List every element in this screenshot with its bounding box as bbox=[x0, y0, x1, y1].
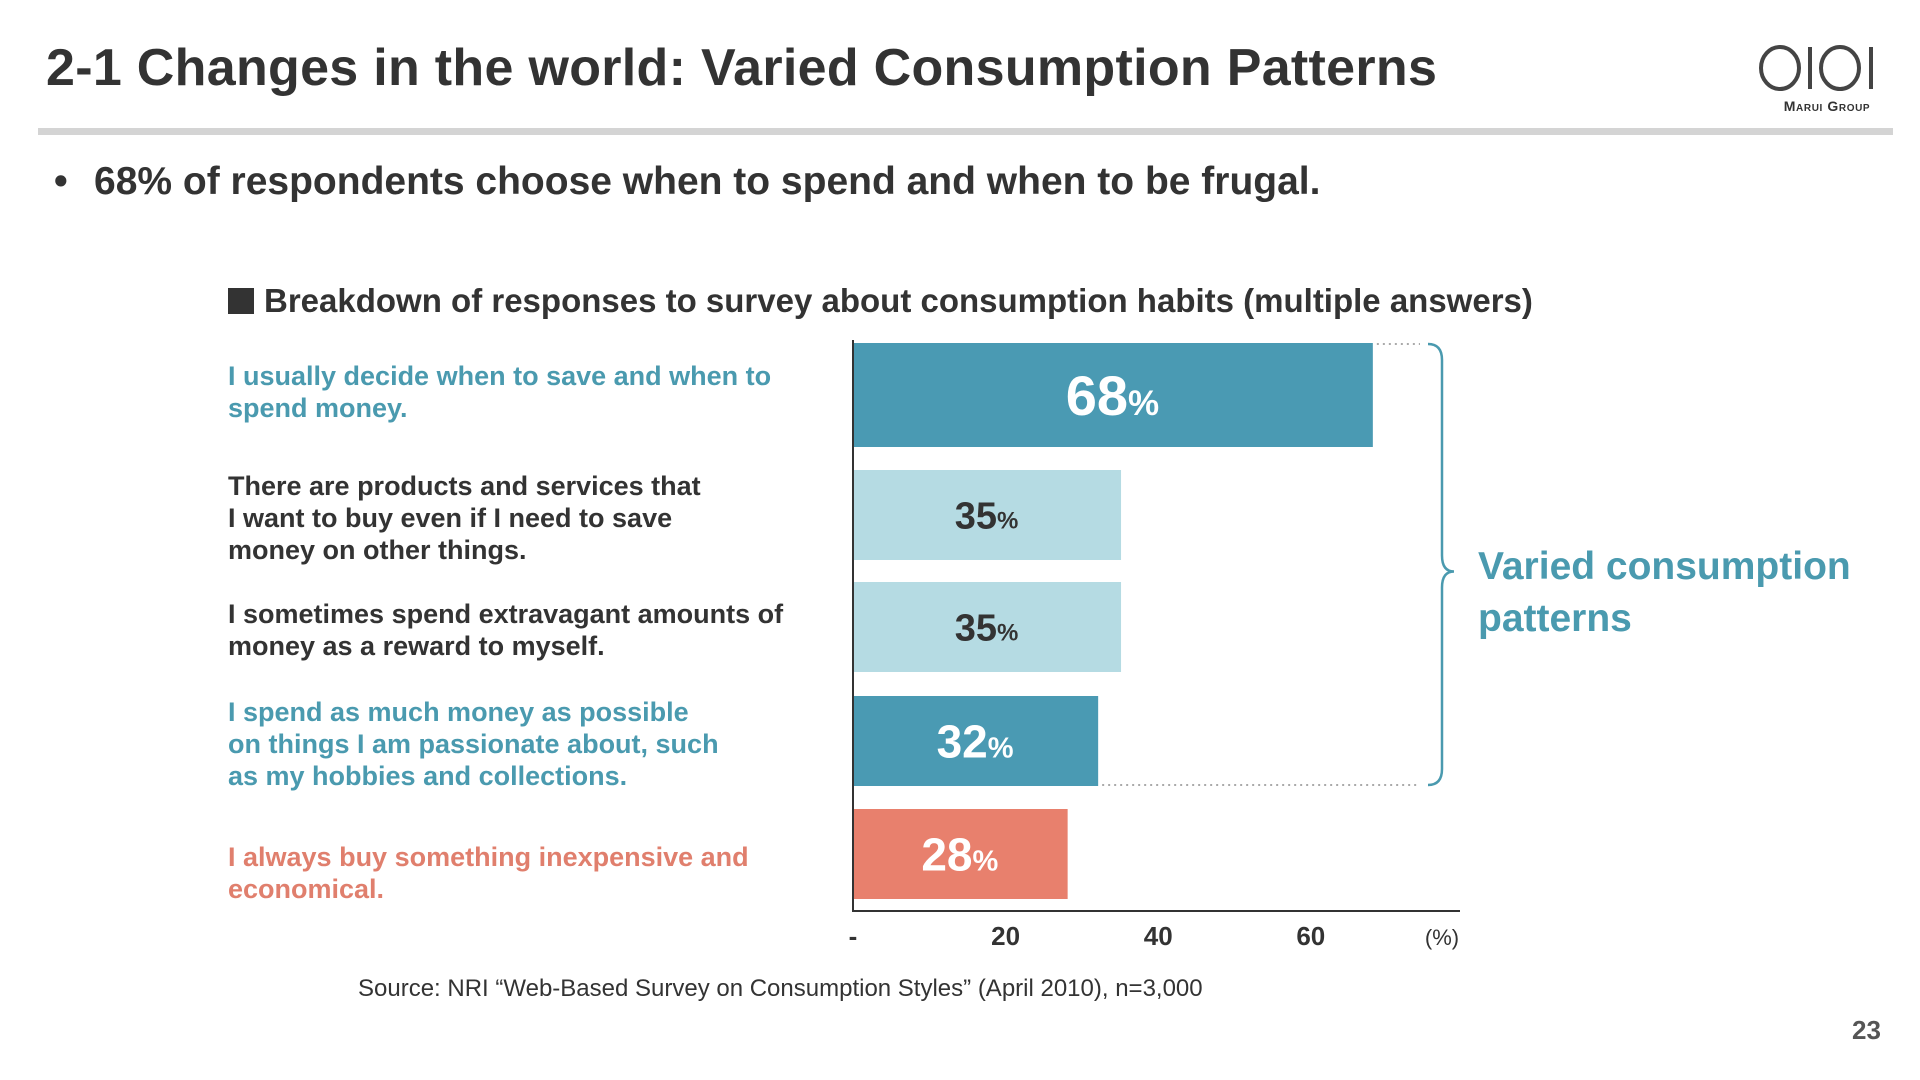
x-tick-label: 40 bbox=[1144, 921, 1173, 951]
data-label-value: 35 bbox=[955, 496, 997, 538]
bar bbox=[854, 582, 1122, 672]
bracket-label: Varied consumption patterns bbox=[1478, 545, 1851, 640]
category-label: I usually decide when to save and when t… bbox=[228, 361, 772, 423]
data-label: 28% bbox=[921, 829, 998, 881]
bullet-dot-icon: • bbox=[54, 160, 68, 203]
data-label: 68% bbox=[1066, 364, 1159, 427]
data-label-value: 28 bbox=[921, 829, 972, 881]
x-tick-label: - bbox=[849, 921, 858, 951]
bar bbox=[854, 809, 1068, 899]
key-message: • 68% of respondents choose when to spend… bbox=[54, 160, 1320, 204]
data-label-unit: % bbox=[988, 733, 1014, 765]
category-label: I always buy something inexpensive and e… bbox=[228, 842, 749, 904]
data-label: 35% bbox=[955, 608, 1019, 650]
bar bbox=[854, 343, 1373, 447]
bar bbox=[854, 470, 1122, 560]
bar bbox=[854, 696, 1099, 786]
x-axis-unit: (%) bbox=[1425, 925, 1459, 950]
category-label: I sometimes spend extravagant amounts of… bbox=[228, 599, 784, 661]
data-label: 32% bbox=[937, 716, 1014, 768]
chart-heading: Breakdown of responses to survey about c… bbox=[228, 282, 1533, 320]
category-label: I spend as much money as possible on thi… bbox=[228, 697, 719, 791]
title-divider bbox=[38, 128, 1893, 135]
x-tick-label: 60 bbox=[1296, 921, 1325, 951]
x-tick-label: 20 bbox=[991, 921, 1020, 951]
data-label: 35% bbox=[955, 496, 1019, 538]
key-message-text: 68% of respondents choose when to spend … bbox=[94, 160, 1321, 203]
data-label-unit: % bbox=[997, 620, 1018, 647]
data-label-value: 68 bbox=[1066, 364, 1128, 427]
marui-group-logo: Marui Group bbox=[1752, 40, 1902, 120]
data-label-value: 35 bbox=[955, 608, 997, 650]
source-note: Source: NRI “Web-Based Survey on Consump… bbox=[358, 975, 1203, 1002]
curly-bracket-icon bbox=[1427, 342, 1455, 787]
page-number: 23 bbox=[1852, 1015, 1881, 1045]
oioi-logo-icon bbox=[1759, 45, 1873, 91]
data-label-value: 32 bbox=[937, 716, 988, 768]
data-label-unit: % bbox=[997, 508, 1018, 535]
data-label-unit: % bbox=[1128, 384, 1159, 423]
logo-wordmark: Marui Group bbox=[1783, 98, 1871, 114]
chart-heading-text: Breakdown of responses to survey about c… bbox=[264, 282, 1533, 319]
page-title: 2-1 Changes in the world: Varied Consump… bbox=[46, 39, 1438, 97]
square-marker-icon bbox=[228, 288, 254, 314]
data-label-unit: % bbox=[973, 846, 999, 878]
category-label: There are products and services that I w… bbox=[228, 471, 701, 565]
